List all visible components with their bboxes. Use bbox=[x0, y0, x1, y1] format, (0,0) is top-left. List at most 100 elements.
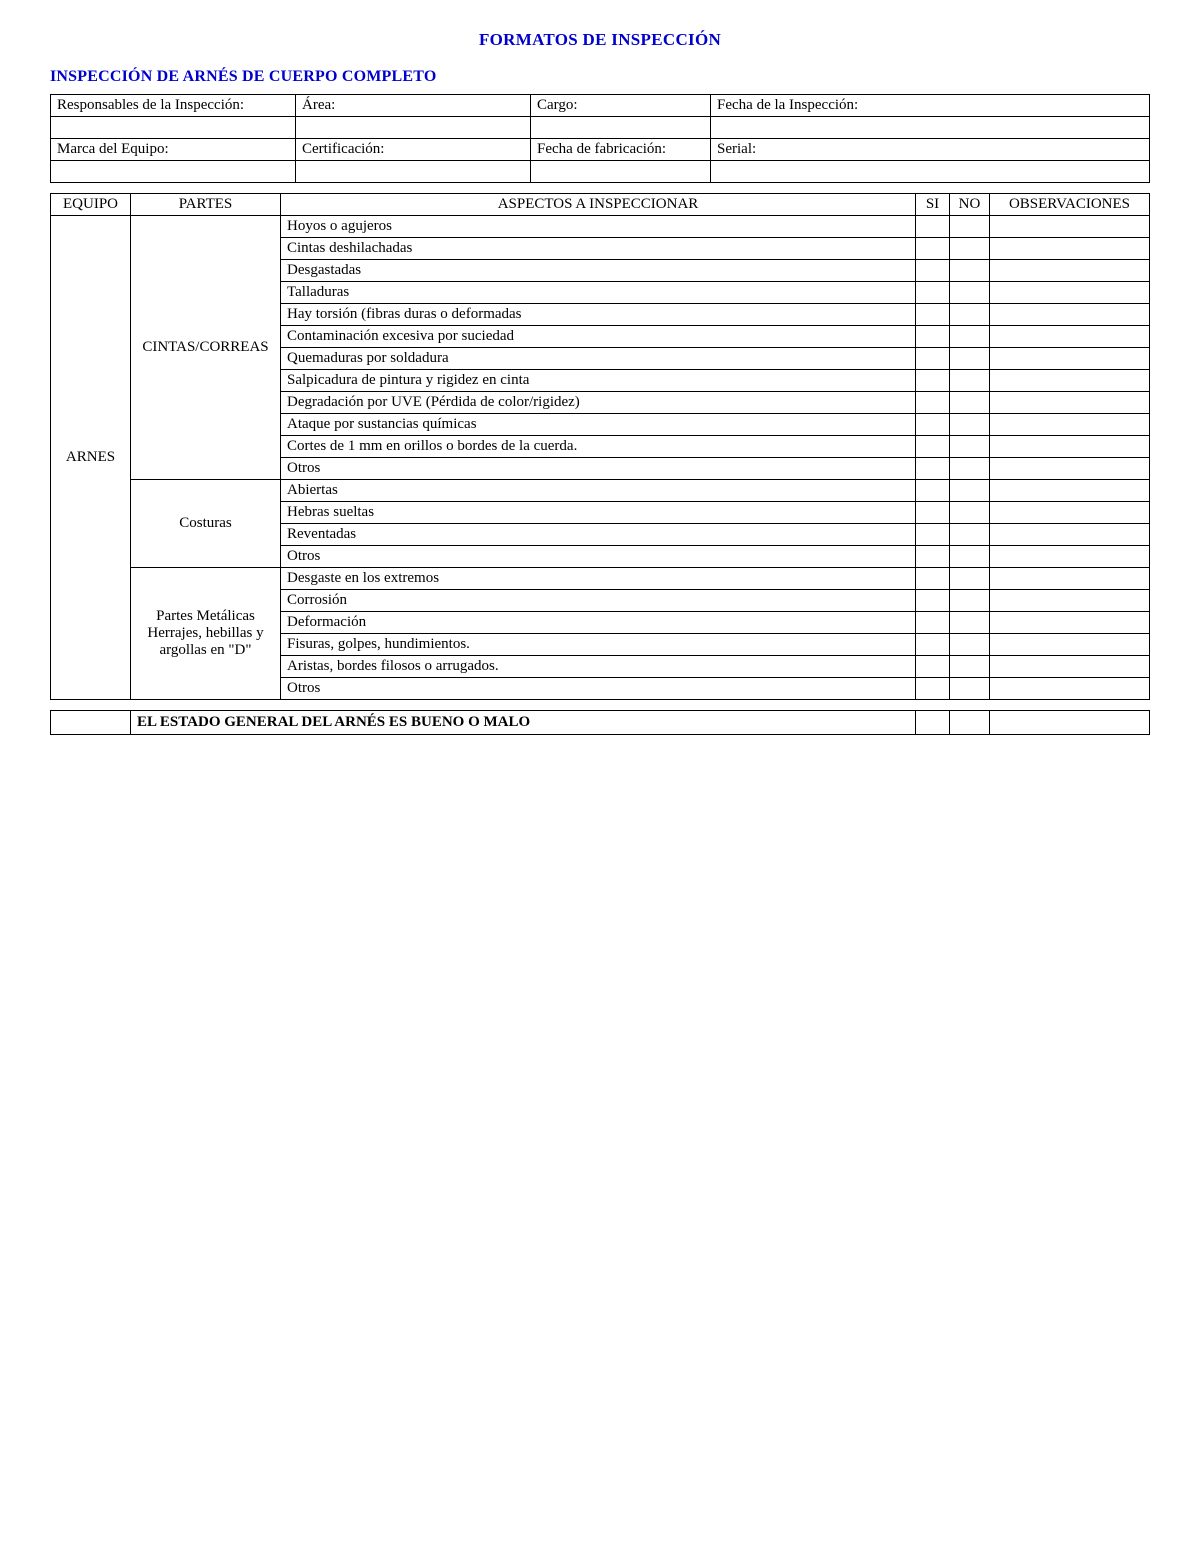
observaciones-cell[interactable] bbox=[990, 414, 1150, 436]
observaciones-cell[interactable] bbox=[990, 612, 1150, 634]
si-checkbox-cell[interactable] bbox=[916, 304, 950, 326]
observaciones-cell[interactable] bbox=[990, 590, 1150, 612]
no-checkbox-cell[interactable] bbox=[950, 568, 990, 590]
footer-no-cell[interactable] bbox=[950, 711, 990, 735]
si-checkbox-cell[interactable] bbox=[916, 216, 950, 238]
observaciones-cell[interactable] bbox=[990, 238, 1150, 260]
cargo-value[interactable] bbox=[531, 117, 711, 139]
si-checkbox-cell[interactable] bbox=[916, 678, 950, 700]
certificacion-label: Certificación: bbox=[296, 139, 531, 161]
si-checkbox-cell[interactable] bbox=[916, 436, 950, 458]
observaciones-cell[interactable] bbox=[990, 370, 1150, 392]
partes-cell: Costuras bbox=[131, 480, 281, 568]
si-checkbox-cell[interactable] bbox=[916, 348, 950, 370]
aspecto-cell: Abiertas bbox=[281, 480, 916, 502]
partes-cell: CINTAS/CORREAS bbox=[131, 216, 281, 480]
col-header-aspectos: ASPECTOS A INSPECCIONAR bbox=[281, 194, 916, 216]
aspecto-cell: Cintas deshilachadas bbox=[281, 238, 916, 260]
col-header-equipo: EQUIPO bbox=[51, 194, 131, 216]
si-checkbox-cell[interactable] bbox=[916, 590, 950, 612]
col-header-observaciones: OBSERVACIONES bbox=[990, 194, 1150, 216]
no-checkbox-cell[interactable] bbox=[950, 612, 990, 634]
observaciones-cell[interactable] bbox=[990, 348, 1150, 370]
serial-label: Serial: bbox=[711, 139, 1150, 161]
observaciones-cell[interactable] bbox=[990, 436, 1150, 458]
observaciones-cell[interactable] bbox=[990, 304, 1150, 326]
aspecto-cell: Aristas, bordes filosos o arrugados. bbox=[281, 656, 916, 678]
fecha-inspeccion-value[interactable] bbox=[711, 117, 1150, 139]
no-checkbox-cell[interactable] bbox=[950, 414, 990, 436]
si-checkbox-cell[interactable] bbox=[916, 370, 950, 392]
inspection-row: ARNESCINTAS/CORREASHoyos o agujeros bbox=[51, 216, 1150, 238]
observaciones-cell[interactable] bbox=[990, 524, 1150, 546]
no-checkbox-cell[interactable] bbox=[950, 436, 990, 458]
no-checkbox-cell[interactable] bbox=[950, 656, 990, 678]
no-checkbox-cell[interactable] bbox=[950, 348, 990, 370]
observaciones-cell[interactable] bbox=[990, 568, 1150, 590]
si-checkbox-cell[interactable] bbox=[916, 238, 950, 260]
no-checkbox-cell[interactable] bbox=[950, 260, 990, 282]
marca-value[interactable] bbox=[51, 161, 296, 183]
observaciones-cell[interactable] bbox=[990, 480, 1150, 502]
no-checkbox-cell[interactable] bbox=[950, 546, 990, 568]
no-checkbox-cell[interactable] bbox=[950, 634, 990, 656]
footer-row: EL ESTADO GENERAL DEL ARNÉS ES BUENO O M… bbox=[51, 711, 1150, 735]
observaciones-cell[interactable] bbox=[990, 392, 1150, 414]
no-checkbox-cell[interactable] bbox=[950, 678, 990, 700]
fecha-fabricacion-label: Fecha de fabricación: bbox=[531, 139, 711, 161]
footer-obs-cell[interactable] bbox=[990, 711, 1150, 735]
fecha-fabricacion-value[interactable] bbox=[531, 161, 711, 183]
observaciones-cell[interactable] bbox=[990, 260, 1150, 282]
observaciones-cell[interactable] bbox=[990, 634, 1150, 656]
aspecto-cell: Ataque por sustancias químicas bbox=[281, 414, 916, 436]
si-checkbox-cell[interactable] bbox=[916, 458, 950, 480]
no-checkbox-cell[interactable] bbox=[950, 392, 990, 414]
no-checkbox-cell[interactable] bbox=[950, 524, 990, 546]
certificacion-value[interactable] bbox=[296, 161, 531, 183]
no-checkbox-cell[interactable] bbox=[950, 370, 990, 392]
aspecto-cell: Cortes de 1 mm en orillos o bordes de la… bbox=[281, 436, 916, 458]
serial-value[interactable] bbox=[711, 161, 1150, 183]
responsables-label: Responsables de la Inspección: bbox=[51, 95, 296, 117]
aspecto-cell: Hoyos o agujeros bbox=[281, 216, 916, 238]
no-checkbox-cell[interactable] bbox=[950, 480, 990, 502]
no-checkbox-cell[interactable] bbox=[950, 216, 990, 238]
inspection-row: Partes Metálicas Herrajes, hebillas y ar… bbox=[51, 568, 1150, 590]
no-checkbox-cell[interactable] bbox=[950, 282, 990, 304]
si-checkbox-cell[interactable] bbox=[916, 414, 950, 436]
no-checkbox-cell[interactable] bbox=[950, 502, 990, 524]
no-checkbox-cell[interactable] bbox=[950, 458, 990, 480]
si-checkbox-cell[interactable] bbox=[916, 392, 950, 414]
si-checkbox-cell[interactable] bbox=[916, 568, 950, 590]
observaciones-cell[interactable] bbox=[990, 216, 1150, 238]
si-checkbox-cell[interactable] bbox=[916, 612, 950, 634]
observaciones-cell[interactable] bbox=[990, 458, 1150, 480]
si-checkbox-cell[interactable] bbox=[916, 502, 950, 524]
si-checkbox-cell[interactable] bbox=[916, 546, 950, 568]
no-checkbox-cell[interactable] bbox=[950, 326, 990, 348]
si-checkbox-cell[interactable] bbox=[916, 326, 950, 348]
si-checkbox-cell[interactable] bbox=[916, 656, 950, 678]
si-checkbox-cell[interactable] bbox=[916, 260, 950, 282]
aspecto-cell: Desgaste en los extremos bbox=[281, 568, 916, 590]
si-checkbox-cell[interactable] bbox=[916, 282, 950, 304]
header-row-1-values bbox=[51, 117, 1150, 139]
no-checkbox-cell[interactable] bbox=[950, 590, 990, 612]
footer-blank-cell bbox=[51, 711, 131, 735]
si-checkbox-cell[interactable] bbox=[916, 480, 950, 502]
observaciones-cell[interactable] bbox=[990, 326, 1150, 348]
no-checkbox-cell[interactable] bbox=[950, 238, 990, 260]
observaciones-cell[interactable] bbox=[990, 282, 1150, 304]
aspecto-cell: Reventadas bbox=[281, 524, 916, 546]
responsables-value[interactable] bbox=[51, 117, 296, 139]
no-checkbox-cell[interactable] bbox=[950, 304, 990, 326]
si-checkbox-cell[interactable] bbox=[916, 634, 950, 656]
area-value[interactable] bbox=[296, 117, 531, 139]
footer-si-cell[interactable] bbox=[916, 711, 950, 735]
observaciones-cell[interactable] bbox=[990, 656, 1150, 678]
si-checkbox-cell[interactable] bbox=[916, 524, 950, 546]
observaciones-cell[interactable] bbox=[990, 502, 1150, 524]
observaciones-cell[interactable] bbox=[990, 546, 1150, 568]
observaciones-cell[interactable] bbox=[990, 678, 1150, 700]
fecha-inspeccion-label: Fecha de la Inspección: bbox=[711, 95, 1150, 117]
